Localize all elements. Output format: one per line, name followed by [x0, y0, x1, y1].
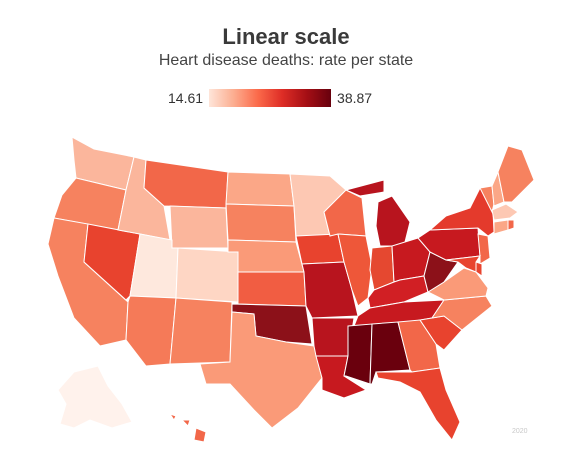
state-NJ[interactable] — [477, 233, 491, 265]
map-subtitle: Heart disease deaths: rate per state — [158, 52, 414, 69]
state-FL[interactable] — [375, 367, 461, 441]
state-MD[interactable] — [445, 255, 482, 273]
state-ND[interactable] — [225, 171, 295, 207]
state-CO[interactable] — [175, 247, 239, 303]
state-ME[interactable] — [497, 145, 535, 203]
legend-gradient-bar — [209, 89, 332, 107]
state-VA[interactable] — [426, 267, 489, 301]
state-WY[interactable] — [169, 205, 229, 249]
state-CT[interactable] — [493, 219, 509, 235]
legend-max-label: 38.87 — [337, 90, 373, 106]
state-IA[interactable] — [295, 233, 345, 265]
state-TX[interactable] — [199, 311, 323, 429]
state-NE[interactable] — [227, 239, 305, 273]
state-HI[interactable] — [168, 413, 207, 443]
legend-min-label: 14.61 — [168, 90, 204, 106]
state-KS[interactable] — [237, 271, 307, 307]
credit-text: 2020 — [512, 428, 528, 435]
map-title: Linear scale — [222, 24, 350, 49]
state-IL[interactable] — [337, 233, 373, 307]
state-NM[interactable] — [169, 297, 233, 365]
state-AZ[interactable] — [125, 295, 177, 367]
state-MA[interactable] — [491, 203, 519, 221]
state-AK[interactable] — [57, 365, 133, 429]
color-legend: 14.61 38.87 — [168, 89, 372, 107]
state-SD[interactable] — [225, 203, 297, 243]
state-MS[interactable] — [343, 323, 373, 385]
state-RI[interactable] — [507, 219, 515, 231]
